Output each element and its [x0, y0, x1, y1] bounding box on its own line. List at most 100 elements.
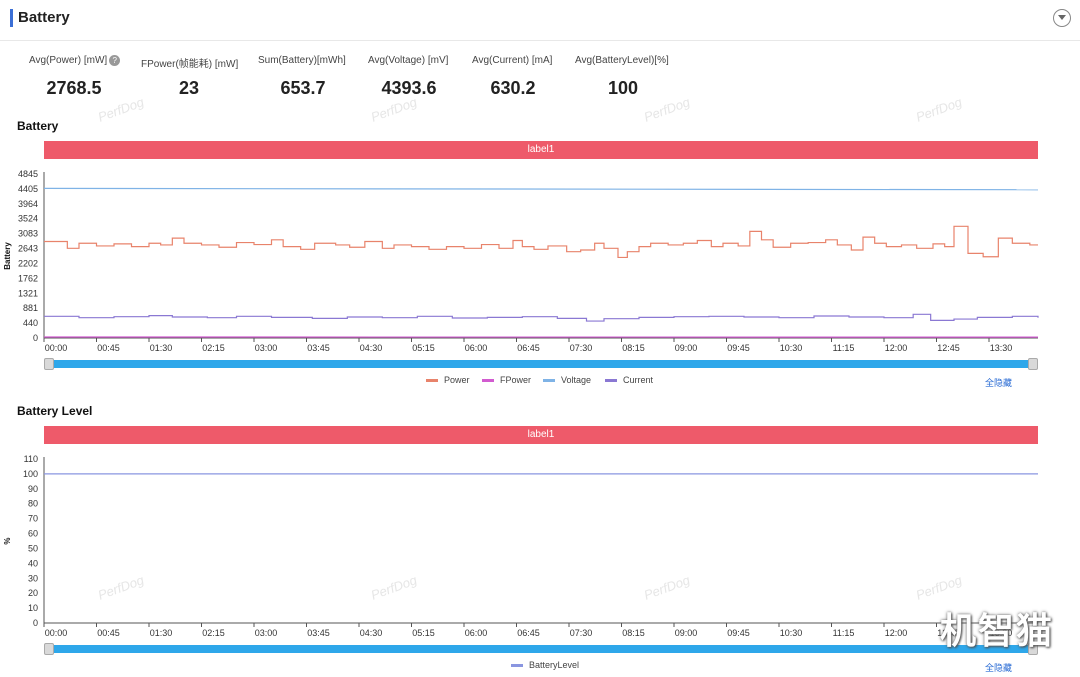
- legend-item-voltage[interactable]: Voltage: [543, 375, 591, 385]
- legend-item-fpower[interactable]: FPower: [482, 375, 531, 385]
- y-tick-label: 80: [28, 499, 38, 509]
- legend-item-current[interactable]: Current: [605, 375, 653, 385]
- y-tick-label: 440: [23, 318, 38, 328]
- x-tick-label: 07:30: [570, 628, 593, 638]
- y-tick-label: 10: [28, 603, 38, 613]
- stat-label-avg-power: Avg(Power) [mW]?: [29, 55, 121, 66]
- x-tick-label: 04:30: [360, 628, 383, 638]
- stat-label-avg-battery-level: Avg(BatteryLevel)[%]: [575, 55, 669, 66]
- y-axis-label: %: [3, 537, 12, 544]
- series-line-voltage: [43, 187, 1039, 191]
- slider-left-handle[interactable]: [44, 358, 54, 370]
- panel-title: Battery: [18, 9, 70, 26]
- legend-label-fpower: FPower: [500, 375, 532, 385]
- slider-right-handle[interactable]: [1028, 358, 1038, 370]
- x-tick-label: 06:00: [465, 628, 488, 638]
- battery-level-time-range-slider[interactable]: [44, 643, 1038, 655]
- y-tick-label: 3083: [18, 229, 38, 239]
- x-tick-label: 10:30: [780, 343, 803, 353]
- stat-value-avg-battery-level: 100: [607, 78, 639, 98]
- x-tick-label: 06:45: [517, 343, 540, 353]
- slider-right-handle[interactable]: [1028, 643, 1038, 655]
- x-tick-label: 13:30: [990, 628, 1013, 638]
- x-tick-label: 02:15: [202, 628, 225, 638]
- x-tick-label: 12:00: [885, 343, 908, 353]
- x-tick-label: 06:45: [517, 628, 540, 638]
- y-tick-label: 2643: [18, 244, 38, 254]
- battery-chart-title: Battery: [17, 119, 59, 133]
- y-tick-label: 50: [28, 543, 38, 553]
- battery-level-chart: 0 10 20 30 40 50 60 70 80 90 100 110 00:00 00:45 01:30…: [3, 454, 1038, 638]
- legend-item-battery-level[interactable]: BatteryLevel: [511, 660, 579, 670]
- legend-swatch-fpower: [482, 379, 494, 383]
- stat-label-fpower: FPower(帧能耗) [mW]: [141, 59, 239, 70]
- stat-value-avg-power: 2768.5: [46, 78, 102, 98]
- hide-all-link[interactable]: 全隐藏: [985, 378, 1013, 388]
- x-tick-label: 02:15: [202, 343, 225, 353]
- x-tick-label: 09:00: [675, 343, 698, 353]
- legend-swatch-battery-level: [511, 664, 523, 668]
- y-tick-label: 0: [33, 618, 38, 628]
- battery-label-banner: label1: [44, 141, 1038, 159]
- x-tick-label: 08:15: [622, 343, 645, 353]
- stat-value-avg-voltage: 4393.6: [381, 78, 437, 98]
- legend-item-power[interactable]: Power: [426, 375, 470, 385]
- x-tick-label: 09:00: [675, 628, 698, 638]
- x-tick-label: 00:00: [45, 343, 68, 353]
- y-tick-label: 70: [28, 514, 38, 524]
- y-tick-label: 1321: [18, 288, 38, 298]
- legend-label-power: Power: [444, 375, 470, 385]
- x-tick-label: 09:45: [727, 343, 750, 353]
- legend-swatch-current: [605, 379, 617, 383]
- battery-chart: 0 440 881 1321 1762 2202 2643 3083 3524 3964 4405 4…: [3, 169, 1039, 353]
- slider-track[interactable]: [44, 360, 1038, 368]
- y-tick-label: 3524: [18, 214, 38, 224]
- x-tick-label: 03:45: [307, 628, 330, 638]
- x-tick-label: 00:00: [45, 628, 68, 638]
- x-tick-label: 01:30: [150, 628, 173, 638]
- legend-swatch-power: [426, 379, 438, 383]
- stat-value-avg-current: 630.2: [490, 78, 536, 98]
- series-line-power: [44, 225, 1038, 259]
- battery-time-range-slider[interactable]: [44, 358, 1038, 370]
- x-tick-label: 11:15: [833, 628, 855, 638]
- y-tick-label: 2202: [18, 258, 38, 268]
- x-tick-label: 03:00: [255, 628, 278, 638]
- x-tick-label: 03:45: [307, 343, 330, 353]
- battery-level-label-banner: label1: [44, 426, 1038, 444]
- y-tick-label: 100: [23, 469, 38, 479]
- battery-level-legend: BatteryLevel: [0, 660, 1080, 672]
- legend-swatch-voltage: [543, 379, 555, 383]
- stat-label-avg-voltage: Avg(Voltage) [mV]: [368, 55, 449, 66]
- y-tick-label: 110: [24, 454, 38, 464]
- x-tick-label: 08:15: [622, 628, 645, 638]
- legend-label-current: Current: [623, 375, 654, 385]
- x-tick-label: 03:00: [255, 343, 278, 353]
- y-tick-label: 40: [28, 558, 38, 568]
- x-tick-label: 06:00: [465, 343, 488, 353]
- slider-track[interactable]: [44, 645, 1038, 653]
- chevron-down-icon[interactable]: [1053, 9, 1071, 27]
- x-tick-label: 05:15: [412, 628, 435, 638]
- hide-all-link[interactable]: 全隐藏: [985, 663, 1013, 673]
- x-tick-label: 04:30: [360, 343, 383, 353]
- stat-label-sum-battery: Sum(Battery)[mWh]: [258, 55, 346, 66]
- x-tick-label: 05:15: [412, 343, 435, 353]
- stat-value-fpower: 23: [178, 78, 200, 98]
- x-tick-label: 09:45: [727, 628, 750, 638]
- x-tick-label: 10:30: [780, 628, 803, 638]
- y-tick-label: 30: [28, 573, 38, 583]
- y-tick-label: 4405: [18, 184, 38, 194]
- battery-legend: Power FPower Voltage Current: [0, 375, 1080, 387]
- slider-left-handle[interactable]: [44, 643, 54, 655]
- battery-level-chart-title: Battery Level: [17, 404, 93, 418]
- x-tick-label: 00:45: [97, 628, 120, 638]
- y-tick-label: 0: [33, 333, 38, 343]
- panel-header: Battery: [0, 0, 1080, 41]
- stat-label-avg-current: Avg(Current) [mA]: [472, 55, 553, 66]
- x-tick-label: 01:30: [150, 343, 173, 353]
- help-icon[interactable]: ?: [109, 55, 121, 66]
- x-tick-label: 11:15: [833, 343, 855, 353]
- watermark: PerfDog: [913, 94, 964, 125]
- header-accent-bar: [10, 9, 13, 27]
